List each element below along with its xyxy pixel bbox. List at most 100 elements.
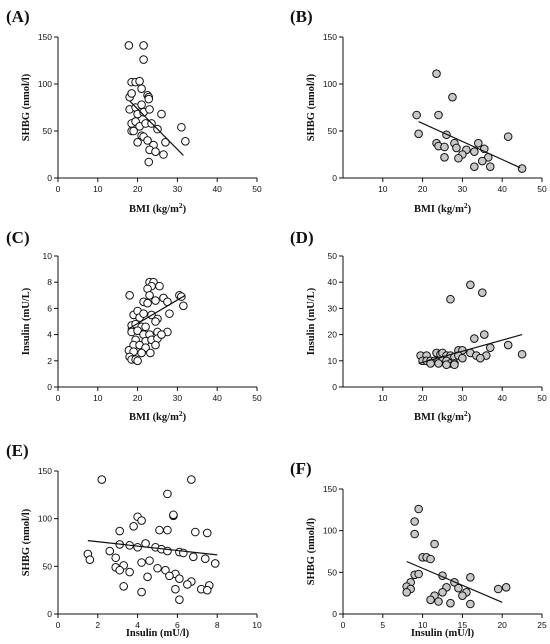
y-tick-label: 100 (323, 79, 337, 89)
data-point (133, 542, 142, 552)
data-point (145, 105, 154, 114)
x-tick-label: 10 (378, 184, 388, 194)
x-tick-label: 40 (497, 184, 507, 194)
data-point (410, 517, 419, 526)
data-point (111, 553, 121, 563)
y-tick-label: 10 (328, 356, 338, 366)
data-point (189, 552, 198, 562)
data-point (151, 317, 160, 326)
x-tick-label: 20 (133, 393, 143, 403)
data-point (85, 555, 95, 564)
data-point (139, 55, 148, 64)
data-point (151, 340, 160, 350)
data-point (440, 153, 449, 162)
data-point (139, 41, 148, 50)
regression-line (418, 121, 521, 169)
panel-5: (E) 0 50 100 150 0 2 4 6 8 10 Insulin (mU/l) SHBG (n… (6, 441, 262, 639)
data-point (157, 109, 166, 119)
data-point (143, 572, 152, 582)
data-point (517, 349, 527, 359)
data-point (144, 157, 154, 167)
y-tick-label: 100 (38, 79, 52, 89)
x-tick-label: 50 (252, 393, 262, 403)
x-tick-label: 40 (497, 393, 507, 403)
data-point (175, 574, 184, 584)
data-point (163, 525, 172, 535)
y-tick-label: 150 (38, 32, 52, 42)
x-tick-label: 15 (458, 620, 468, 630)
data-point (135, 76, 144, 86)
data-point (127, 89, 136, 98)
data-point (137, 100, 146, 109)
data-point (125, 291, 134, 300)
data-point (426, 595, 435, 605)
data-point (446, 294, 455, 304)
data-point (139, 309, 148, 318)
x-tick-label: 50 (252, 184, 262, 194)
x-axis-title: BMI (kg/m2) (129, 409, 187, 423)
panel-label: (B) (290, 7, 313, 26)
regression-line (129, 100, 184, 156)
data-point (146, 348, 155, 358)
y-tick-label: 50 (43, 561, 53, 571)
regression-line (127, 294, 186, 330)
data-point (153, 563, 162, 573)
y-axis-title: SHBG (nmol/l) (306, 73, 317, 141)
data-point (202, 528, 212, 538)
data-point (200, 554, 210, 564)
regression-line (418, 334, 523, 364)
x-tick-label: 40 (212, 393, 222, 403)
y-tick-label: 0 (47, 382, 52, 392)
data-point (133, 326, 142, 335)
data-point (151, 296, 160, 305)
x-axis-title: Insulin (mU/l) (411, 628, 475, 639)
x-tick-label: 30 (458, 393, 468, 403)
data-point (129, 126, 138, 136)
y-tick-label: 4 (47, 330, 52, 340)
panel-4: (D) 0 10 20 30 40 50 10 20 30 40 50 BMI (kg/m2) Insul… (290, 228, 547, 423)
data-point (191, 527, 200, 537)
data-point (115, 526, 124, 536)
data-point (155, 281, 164, 291)
x-tick-label: 0 (341, 620, 346, 630)
y-axis-title: SHBG (nmol/l) (21, 508, 32, 576)
y-tick-label: 0 (332, 382, 337, 392)
data-point (124, 41, 134, 50)
data-point (474, 138, 483, 148)
y-tick-label: 0 (47, 609, 52, 619)
x-tick-label: 20 (497, 620, 507, 630)
x-axis-title: BMI (kg/m2) (414, 201, 472, 215)
data-point (171, 584, 180, 594)
data-point (151, 147, 160, 156)
y-tick-label: 0 (332, 173, 337, 183)
data-point (177, 122, 186, 132)
data-point (442, 360, 451, 370)
data-point (169, 510, 178, 520)
panel-label: (A) (6, 7, 30, 26)
x-tick-label: 50 (537, 393, 547, 403)
data-point (133, 137, 142, 147)
data-point (438, 588, 447, 597)
data-point (179, 301, 188, 311)
panel-6: (F) 0 50 100 150 0 5 10 15 20 25 Insulin (mU/l) SHBG… (290, 459, 547, 639)
data-point (426, 554, 435, 564)
data-point (137, 587, 146, 597)
data-point (145, 556, 154, 565)
y-tick-label: 30 (328, 303, 338, 313)
data-point (493, 584, 503, 594)
panel-label: (F) (290, 459, 312, 478)
data-point (434, 597, 443, 606)
data-point (133, 356, 142, 366)
data-point (165, 309, 174, 318)
y-tick-label: 150 (323, 32, 337, 42)
data-point (517, 164, 527, 173)
x-axis-title: BMI (kg/m2) (129, 201, 187, 215)
y-tick-label: 10 (43, 251, 53, 261)
data-point (163, 546, 172, 556)
data-point (501, 583, 511, 592)
data-point (143, 136, 152, 145)
data-point (466, 280, 475, 290)
data-point (159, 150, 168, 159)
y-tick-label: 100 (38, 514, 52, 524)
